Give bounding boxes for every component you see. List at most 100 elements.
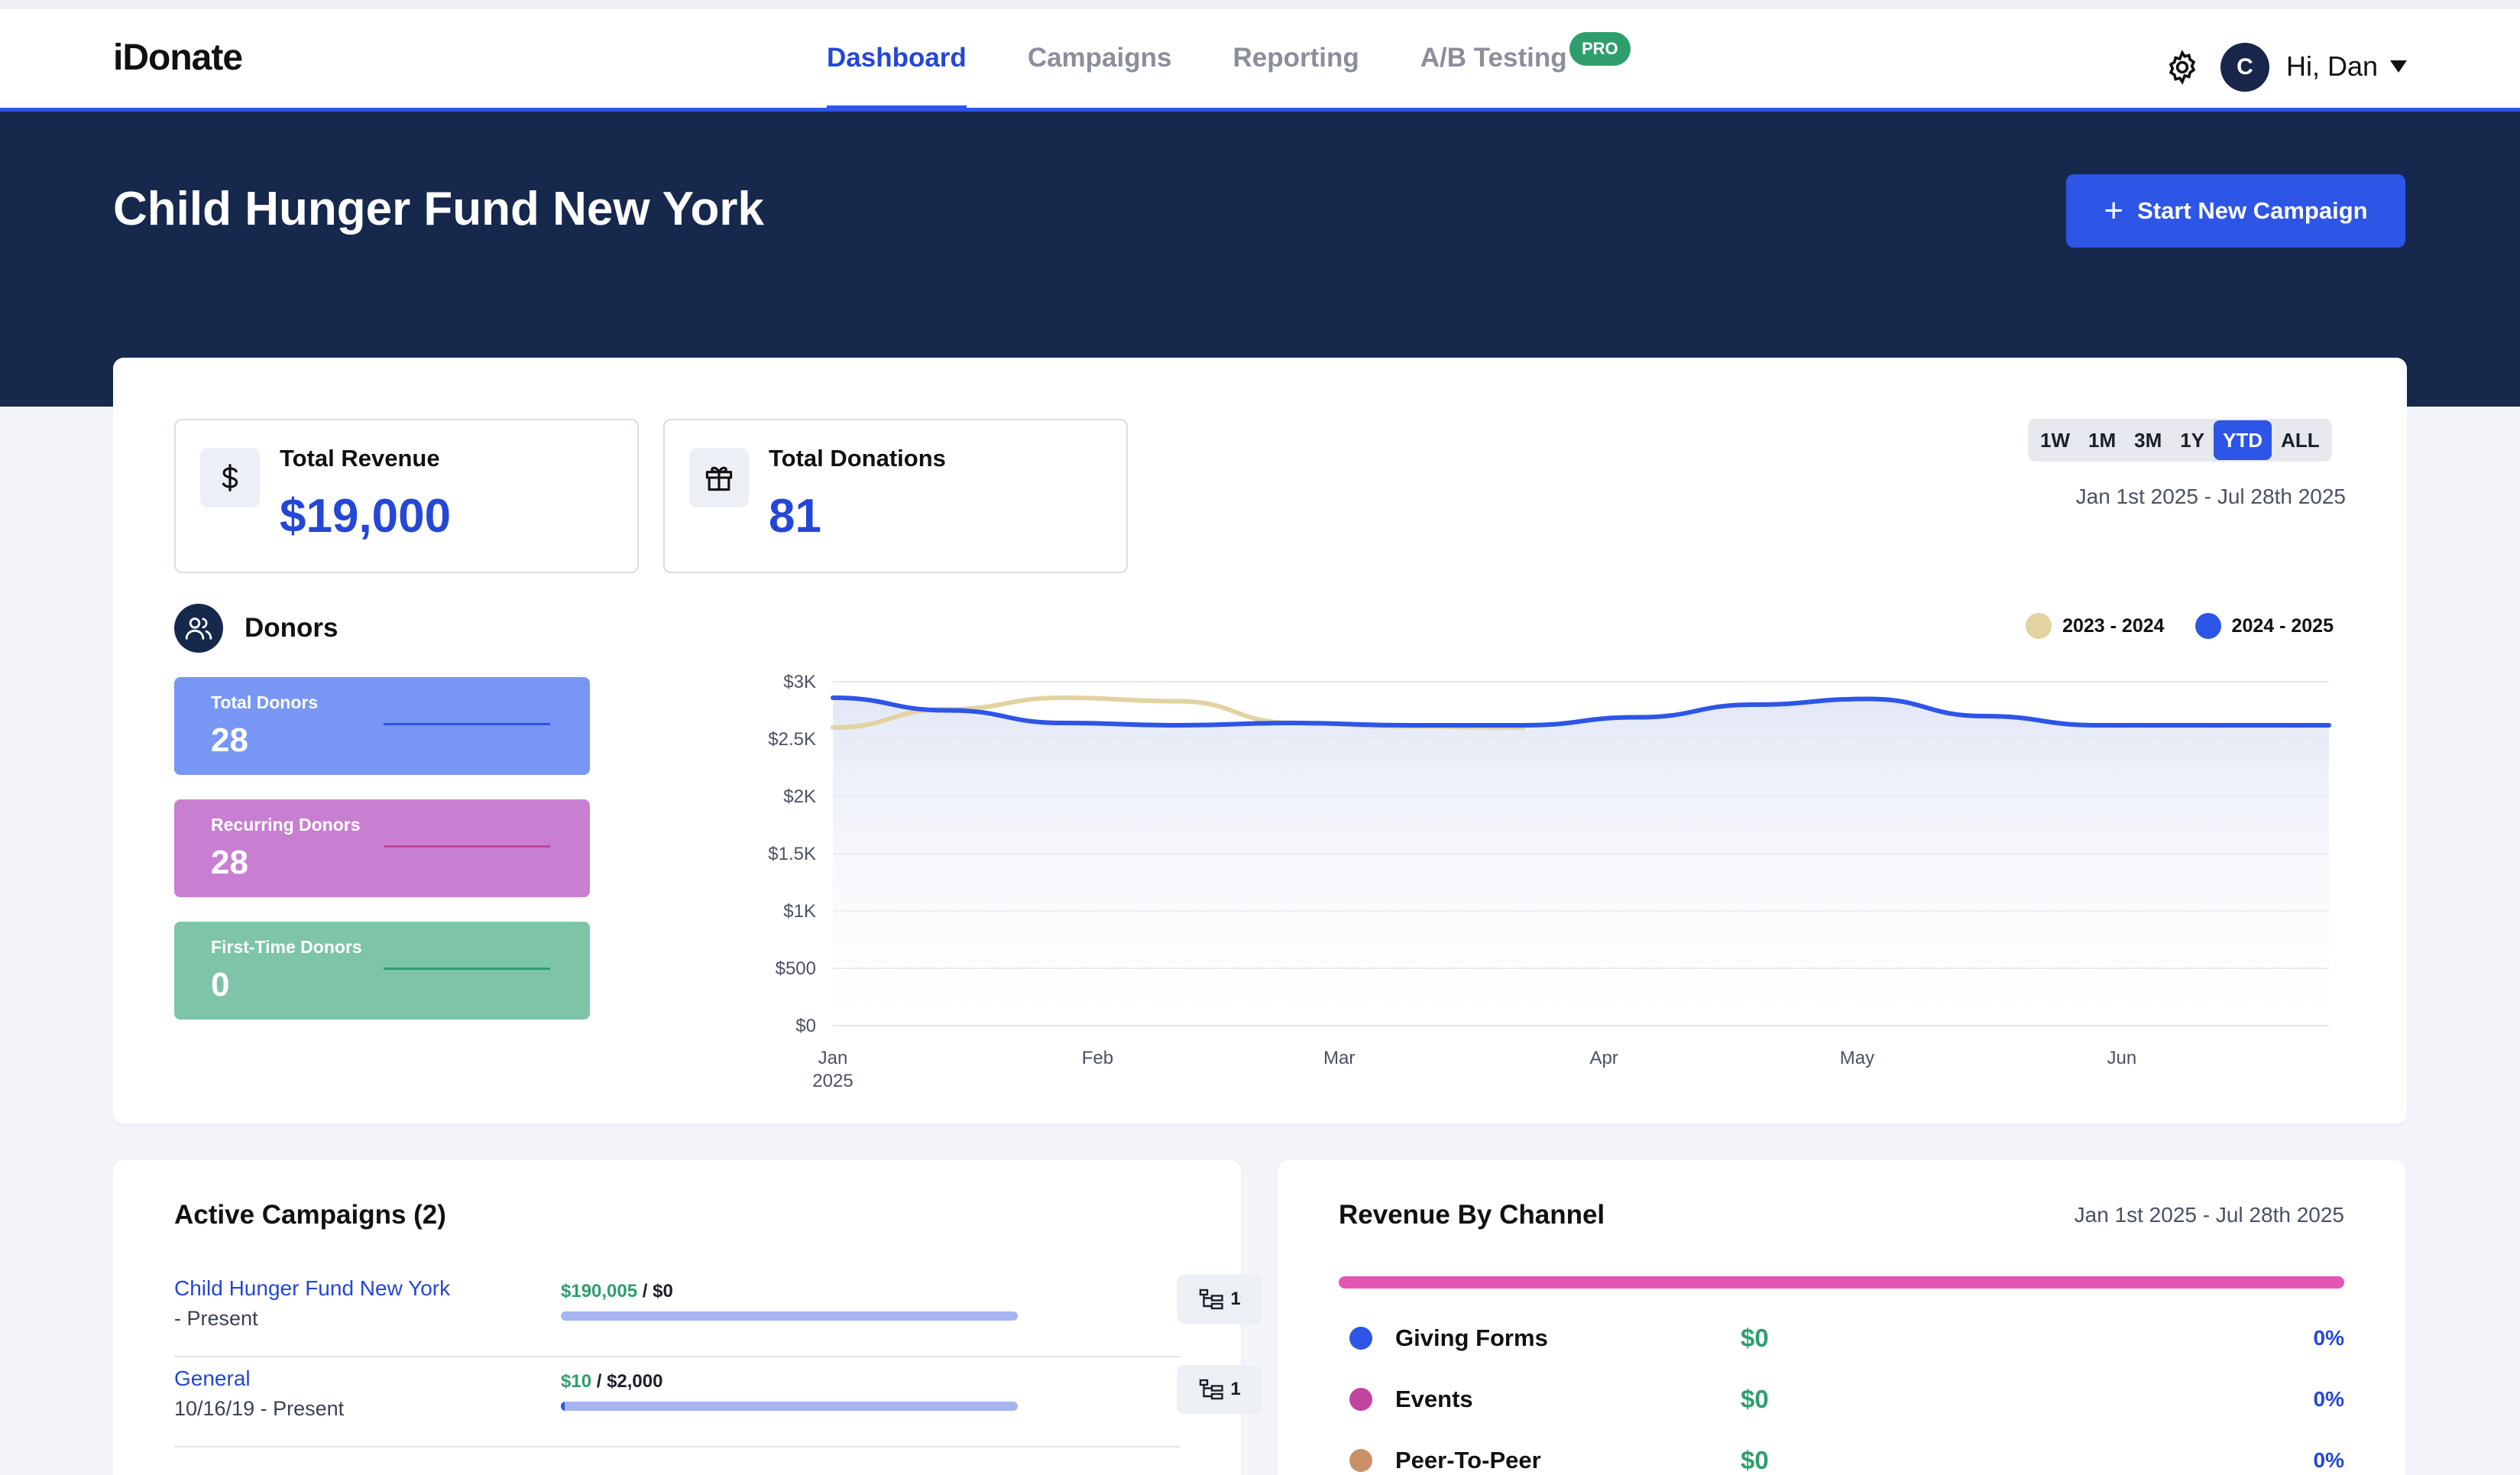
- campaign-progress-fill: [561, 1311, 1018, 1321]
- x-tick-label: Apr: [1589, 1048, 1618, 1068]
- date-range-selector: 1W 1M 3M 1Y YTD ALL: [2028, 419, 2332, 462]
- campaign-row: Child Hunger Fund New York - Present $19…: [174, 1267, 1262, 1357]
- campaign-raised: $10: [561, 1371, 592, 1392]
- y-tick-label: $0: [795, 1016, 816, 1036]
- x-tick-label: May: [1840, 1048, 1874, 1068]
- campaign-forms-button[interactable]: 1: [1177, 1275, 1262, 1324]
- channel-dot: [1349, 1327, 1372, 1350]
- channel-amount: $0: [1741, 1324, 1769, 1352]
- app-logo[interactable]: iDonate: [113, 37, 243, 78]
- greeting-text: Hi, Dan: [2286, 50, 2379, 82]
- range-1w[interactable]: 1W: [2040, 429, 2070, 452]
- legend-item[interactable]: 2024 - 2025: [2194, 613, 2334, 639]
- revenue-by-channel-card: Revenue By Channel Jan 1st 2025 - Jul 28…: [1278, 1160, 2405, 1475]
- channel-percent: 0%: [2313, 1387, 2344, 1411]
- tab-dashboard[interactable]: Dashboard: [827, 9, 967, 112]
- range-1m[interactable]: 1M: [2088, 429, 2117, 452]
- top-nav: iDonate Dashboard Campaigns Reporting A/…: [0, 0, 2520, 112]
- x-tick-label: Jun: [2107, 1048, 2137, 1068]
- channel-row: Events $0 0%: [1339, 1380, 2344, 1418]
- range-ytd[interactable]: YTD: [2214, 420, 2272, 460]
- hierarchy-icon: [1200, 1289, 1224, 1310]
- tab-reporting[interactable]: Reporting: [1232, 43, 1359, 73]
- users-icon: [174, 604, 223, 653]
- sparkline: [384, 968, 550, 970]
- hero-banner: [0, 112, 2520, 407]
- channel-percent: 0%: [2313, 1448, 2344, 1472]
- channel-distribution-bar: [1339, 1276, 2344, 1289]
- stat-total-donors: Total Donors 28: [174, 677, 590, 775]
- x-tick-label: Jan: [818, 1048, 848, 1068]
- campaign-row: General 10/16/19 - Present $10 / $2,000 …: [174, 1357, 1262, 1447]
- campaign-forms-count: 1: [1230, 1289, 1241, 1309]
- campaign-name-link[interactable]: Child Hunger Fund New York: [174, 1276, 451, 1300]
- plus-icon: +: [2104, 192, 2124, 229]
- campaign-date: - Present: [174, 1307, 258, 1330]
- hierarchy-icon: [1200, 1379, 1224, 1400]
- legend-label: 2024 - 2025: [2231, 614, 2334, 637]
- campaign-progress-fill: [561, 1402, 565, 1411]
- kpi-label: Total Donations: [769, 445, 946, 472]
- gear-icon[interactable]: [2164, 49, 2201, 86]
- campaign-forms-count: 1: [1230, 1379, 1241, 1399]
- campaigns-title: Active Campaigns (2): [174, 1200, 446, 1230]
- x-tick-label: Mar: [1323, 1048, 1355, 1068]
- kpi-value: $19,000: [280, 490, 452, 543]
- campaign-date: 10/16/19 - Present: [174, 1397, 345, 1420]
- channel-dot: [1349, 1449, 1372, 1472]
- channel-dot: [1349, 1388, 1372, 1411]
- channel-name: Peer-To-Peer: [1395, 1447, 1541, 1473]
- range-date-label: Jan 1st 2025 - Jul 28th 2025: [2075, 485, 2346, 508]
- range-3m[interactable]: 3M: [2134, 429, 2162, 452]
- campaign-progress-bar: [561, 1311, 1018, 1321]
- x-tick-label: 2025: [812, 1071, 853, 1091]
- campaign-progress-bar: [561, 1402, 1018, 1411]
- range-1y[interactable]: 1Y: [2180, 429, 2205, 452]
- series-area: [833, 698, 2329, 1026]
- channel-amount: $0: [1741, 1385, 1769, 1413]
- stat-recurring-donors: Recurring Donors 28: [174, 799, 590, 897]
- main-nav: Dashboard Campaigns Reporting A/B Testin…: [827, 9, 1567, 112]
- channel-row: Peer-To-Peer $0 0%: [1339, 1441, 2344, 1475]
- stat-value: 28: [211, 721, 248, 759]
- channel-amount: $0: [1741, 1446, 1769, 1474]
- campaign-amount: $10 / $2,000: [561, 1371, 663, 1392]
- channel-title: Revenue By Channel: [1339, 1200, 1605, 1230]
- channel-percent: 0%: [2313, 1326, 2344, 1350]
- y-tick-label: $2K: [783, 786, 816, 807]
- stat-label: First-Time Donors: [211, 937, 362, 957]
- stat-value: 0: [211, 966, 230, 1003]
- sparkline: [384, 845, 550, 848]
- overview-card: Total Revenue $19,000 Total Donations 81…: [113, 358, 2407, 1123]
- stat-value: 28: [211, 844, 248, 881]
- channel-name: Giving Forms: [1395, 1324, 1548, 1351]
- dollar-icon: [200, 448, 260, 507]
- campaign-forms-button[interactable]: 1: [1177, 1365, 1262, 1414]
- channel-date-range: Jan 1st 2025 - Jul 28th 2025: [2074, 1203, 2344, 1227]
- kpi-label: Total Revenue: [280, 445, 440, 472]
- range-all[interactable]: ALL: [2281, 429, 2320, 452]
- start-new-campaign-label: Start New Campaign: [2137, 197, 2368, 224]
- legend-item[interactable]: 2023 - 2024: [2026, 613, 2165, 639]
- user-menu[interactable]: Hi, Dan: [2286, 50, 2408, 83]
- avatar[interactable]: C: [2220, 43, 2269, 92]
- kpi-total-donations: Total Donations 81: [663, 419, 1128, 573]
- x-tick-label: Feb: [1082, 1048, 1113, 1068]
- stat-first-time-donors: First-Time Donors 0: [174, 922, 590, 1020]
- y-tick-label: $1.5K: [768, 844, 816, 864]
- kpi-value: 81: [769, 490, 821, 543]
- caret-down-icon: [2390, 60, 2408, 73]
- y-tick-label: $1K: [783, 901, 816, 922]
- campaign-name-link[interactable]: General: [174, 1366, 251, 1390]
- series-line-current-year: [831, 695, 2331, 728]
- legend-dot: [2026, 613, 2052, 639]
- donors-title: Donors: [245, 613, 338, 643]
- channel-row: Giving Forms $0 0%: [1339, 1319, 2344, 1357]
- gift-icon: [689, 448, 749, 507]
- tab-campaigns[interactable]: Campaigns: [1027, 43, 1172, 73]
- campaign-raised: $190,005: [561, 1281, 638, 1302]
- tab-ab-testing[interactable]: A/B Testing: [1420, 43, 1567, 73]
- pro-badge: PRO: [1569, 32, 1631, 66]
- start-new-campaign-button[interactable]: + Start New Campaign: [2066, 174, 2405, 248]
- donors-header: Donors: [174, 604, 338, 653]
